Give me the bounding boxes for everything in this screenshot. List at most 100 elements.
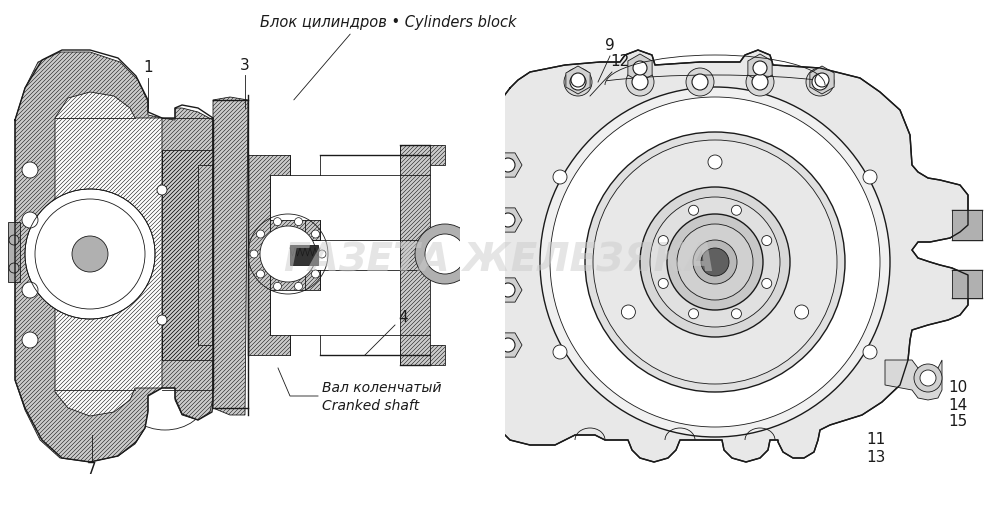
Circle shape (914, 364, 942, 392)
Circle shape (621, 305, 635, 319)
Text: 1: 1 (143, 61, 153, 76)
Circle shape (693, 240, 737, 284)
Polygon shape (494, 153, 522, 177)
Circle shape (22, 162, 38, 178)
Circle shape (640, 187, 790, 337)
Circle shape (633, 61, 647, 75)
Circle shape (157, 185, 167, 195)
Text: 3: 3 (240, 58, 250, 73)
Text: Cranked shaft: Cranked shaft (322, 399, 419, 413)
Polygon shape (400, 145, 445, 365)
Polygon shape (290, 245, 318, 265)
Circle shape (256, 230, 264, 238)
Circle shape (762, 235, 772, 245)
Text: Вал коленчатый: Вал коленчатый (322, 381, 442, 395)
Circle shape (650, 197, 780, 327)
Circle shape (312, 230, 320, 238)
Circle shape (708, 155, 722, 169)
Circle shape (22, 212, 38, 228)
Polygon shape (270, 220, 320, 290)
Circle shape (689, 205, 699, 215)
Circle shape (692, 74, 708, 90)
Polygon shape (248, 155, 290, 355)
Circle shape (295, 218, 303, 226)
Circle shape (863, 345, 877, 359)
Bar (460, 50, 505, 480)
Circle shape (686, 68, 714, 96)
Circle shape (22, 282, 38, 298)
Circle shape (550, 97, 880, 427)
Circle shape (863, 170, 877, 184)
Circle shape (762, 278, 772, 288)
Text: 14: 14 (948, 397, 968, 413)
Circle shape (425, 234, 465, 274)
Polygon shape (494, 333, 522, 357)
Text: Блок цилиндров • Cylinders block: Блок цилиндров • Cylinders block (260, 15, 516, 29)
Circle shape (731, 309, 741, 319)
Circle shape (553, 345, 567, 359)
Polygon shape (810, 66, 834, 94)
Circle shape (753, 61, 767, 75)
Circle shape (250, 250, 258, 258)
Circle shape (9, 235, 19, 245)
Text: 4: 4 (398, 311, 408, 326)
Circle shape (746, 68, 774, 96)
Text: ГАЗЕТА ЖЕЛЕЗЯКА: ГАЗЕТА ЖЕЛЕЗЯКА (284, 241, 716, 279)
Circle shape (25, 189, 155, 319)
Circle shape (920, 370, 936, 386)
Circle shape (318, 250, 326, 258)
Bar (952, 270, 982, 298)
Text: 10: 10 (948, 380, 968, 395)
Polygon shape (628, 54, 652, 82)
Text: 15: 15 (948, 415, 968, 429)
Circle shape (312, 270, 320, 278)
Polygon shape (566, 66, 590, 94)
Polygon shape (494, 278, 522, 302)
Text: 13: 13 (866, 450, 886, 466)
Circle shape (731, 205, 741, 215)
Circle shape (256, 270, 264, 278)
Circle shape (815, 73, 829, 87)
Circle shape (501, 283, 515, 297)
Polygon shape (748, 54, 772, 82)
Circle shape (501, 338, 515, 352)
Circle shape (553, 170, 567, 184)
Circle shape (157, 315, 167, 325)
Circle shape (701, 248, 729, 276)
Circle shape (806, 68, 834, 96)
Circle shape (571, 73, 585, 87)
Polygon shape (162, 150, 213, 360)
Circle shape (626, 68, 654, 96)
Circle shape (501, 158, 515, 172)
Bar (8, 222, 20, 282)
Text: 12: 12 (610, 55, 630, 70)
Circle shape (273, 218, 281, 226)
Circle shape (501, 213, 515, 227)
Circle shape (585, 132, 845, 392)
Circle shape (415, 224, 475, 284)
Circle shape (593, 140, 837, 384)
Circle shape (9, 263, 19, 273)
Polygon shape (55, 92, 162, 416)
Circle shape (812, 74, 828, 90)
Polygon shape (490, 50, 968, 462)
Circle shape (658, 235, 668, 245)
Circle shape (295, 282, 303, 290)
Polygon shape (213, 97, 248, 415)
Text: 7: 7 (87, 463, 97, 478)
Circle shape (677, 224, 753, 300)
Polygon shape (494, 208, 522, 232)
Circle shape (564, 68, 592, 96)
Polygon shape (885, 360, 942, 400)
Text: 9: 9 (605, 38, 615, 54)
Circle shape (752, 74, 768, 90)
Circle shape (658, 278, 668, 288)
Circle shape (72, 236, 108, 272)
Circle shape (260, 226, 316, 282)
Circle shape (667, 214, 763, 310)
Circle shape (570, 74, 586, 90)
Circle shape (540, 87, 890, 437)
Circle shape (632, 74, 648, 90)
Text: 11: 11 (866, 432, 886, 447)
Polygon shape (15, 52, 213, 462)
